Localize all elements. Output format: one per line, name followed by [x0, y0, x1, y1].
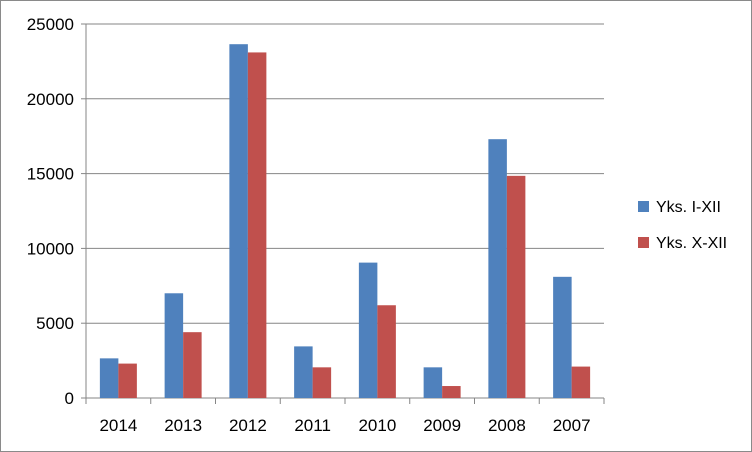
bar-2011-series-1 — [294, 346, 313, 398]
legend-swatch — [638, 201, 649, 212]
x-axis: 2014 2013 2012 2011 2010 2009 2008 2007 — [85, 397, 605, 435]
bars — [99, 44, 591, 399]
bar-2012-series-1 — [229, 44, 248, 399]
x-tick-label: 2012 — [229, 416, 267, 435]
x-tick-label: 2008 — [488, 416, 526, 435]
legend-swatch — [638, 237, 649, 248]
x-tick-label: 2009 — [423, 416, 461, 435]
legend-label: Yks. X-XII — [656, 235, 727, 252]
gridlines — [86, 23, 604, 324]
y-tick-label: 0 — [65, 389, 74, 408]
bar-2007-series-1 — [553, 276, 572, 398]
bar-2008-series-1 — [488, 139, 507, 398]
bar-2011-series-2 — [312, 367, 332, 398]
y-tick-label: 25000 — [27, 15, 74, 34]
bar-2012-series-2 — [247, 52, 267, 398]
x-tick-label: 2011 — [294, 416, 331, 435]
bar-2010-series-2 — [377, 305, 396, 398]
legend: Yks. I-XII Yks. X-XII — [638, 199, 727, 252]
y-tick-label: 20000 — [27, 90, 74, 109]
y-tick-label: 10000 — [27, 239, 74, 258]
x-tick-label: 2010 — [358, 416, 396, 435]
bar-2010-series-1 — [358, 262, 378, 398]
x-tick-label: 2013 — [164, 416, 202, 435]
bar-2014-series-1 — [99, 358, 119, 398]
y-tick-label: 5000 — [36, 314, 74, 333]
y-tick-label: 15000 — [27, 165, 74, 184]
y-axis: 0 5000 10000 15000 20000 25000 — [27, 15, 87, 408]
bar-2009-series-1 — [423, 367, 443, 398]
x-tick-label: 2007 — [553, 416, 591, 435]
bar-2013-series-1 — [164, 293, 184, 398]
x-tick-label: 2014 — [99, 416, 137, 435]
bar-2008-series-2 — [506, 175, 526, 398]
bar-2009-series-2 — [442, 386, 461, 398]
bar-2013-series-2 — [183, 332, 202, 398]
legend-label: Yks. I-XII — [656, 199, 721, 216]
bar-2014-series-2 — [118, 363, 137, 398]
bar-2007-series-2 — [571, 366, 591, 398]
